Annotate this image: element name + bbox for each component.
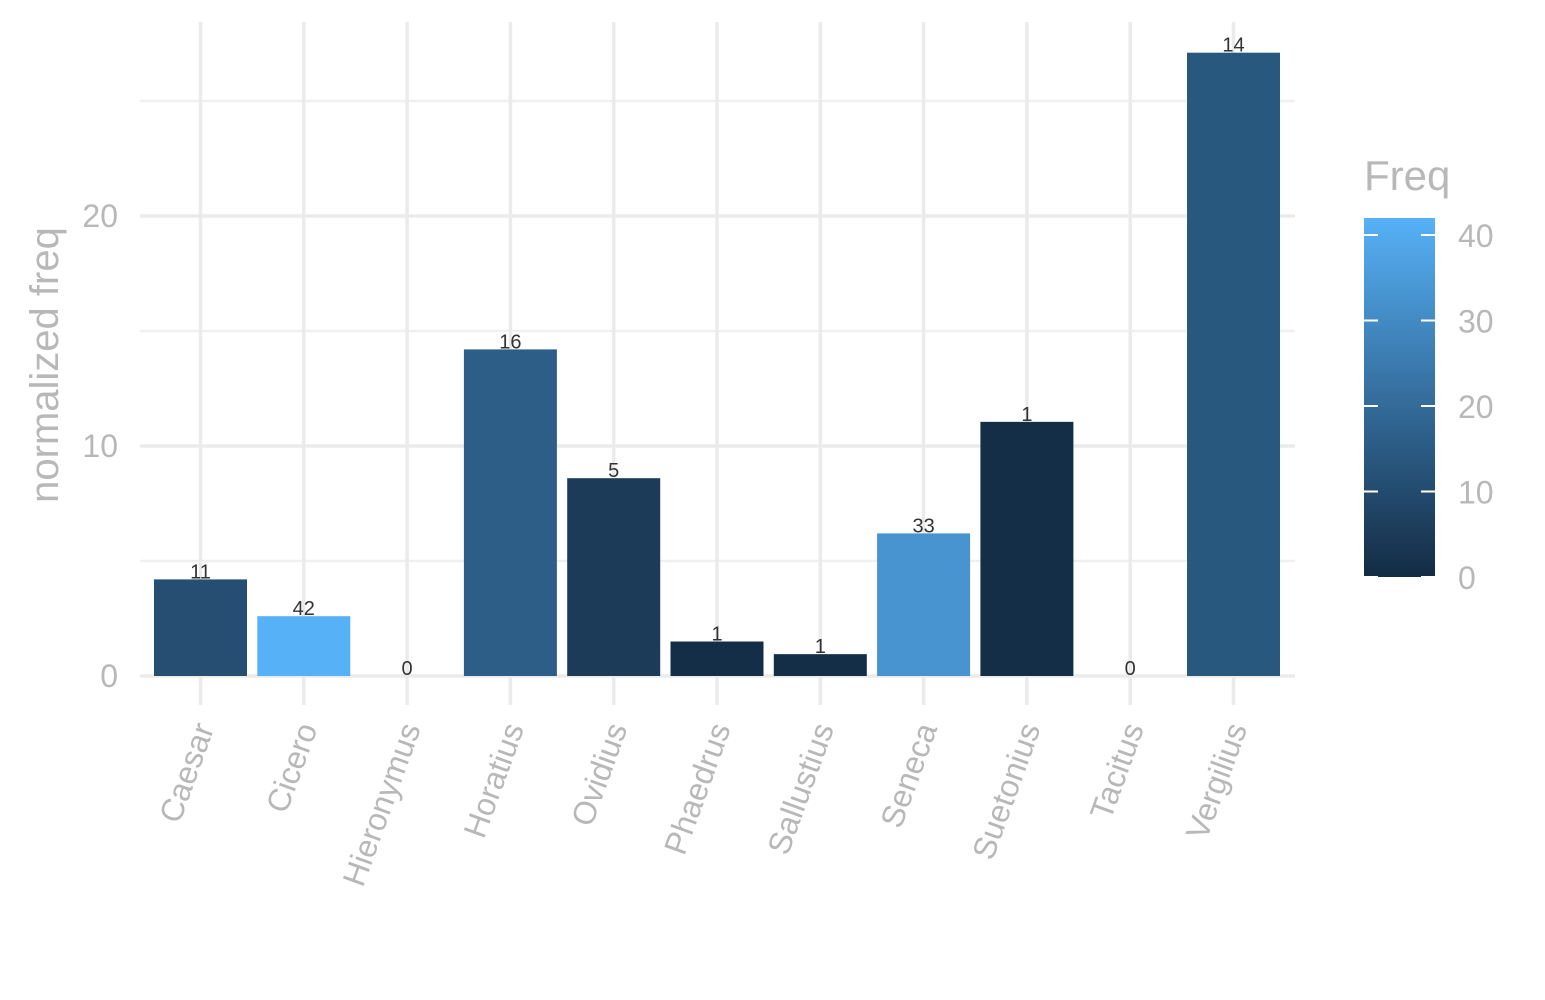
bars [154, 52, 1280, 676]
bar-label-horatius: 16 [499, 331, 521, 353]
x-axis-ticks: Caesar Cicero Hieronymus Horatius Ovidius Pha… [152, 680, 1254, 891]
bar-label-caesar: 11 [190, 561, 211, 583]
legend-tick-label: 40 [1458, 218, 1494, 254]
bar-vergilius [1187, 52, 1280, 676]
legend-tick-label: 0 [1458, 560, 1476, 596]
bar-label-vergilius: 14 [1222, 35, 1244, 57]
x-tick-label-suetonius: Suetonius [965, 718, 1048, 864]
x-tick-label-seneca: Seneca [873, 718, 944, 832]
x-tick-label-cicero: Cicero [259, 718, 324, 817]
x-tick-label-horatius: Horatius [456, 718, 531, 842]
bar-label-phaedrus: 1 [711, 624, 722, 646]
bar-label-seneca: 33 [912, 515, 934, 537]
y-tick-label: 20 [82, 198, 118, 234]
bar-caesar [154, 579, 247, 676]
bar-label-suetonius: 1 [1021, 404, 1032, 426]
x-tick-label-ovidius: Ovidius [564, 718, 634, 831]
bar-phaedrus [670, 641, 764, 676]
bar-cicero [257, 616, 351, 676]
legend-tick-label: 30 [1458, 304, 1494, 340]
bar-seneca [877, 533, 971, 676]
x-tick-label-caesar: Caesar [152, 718, 221, 828]
x-tick-label-hieronymus: Hieronymus [335, 718, 427, 891]
bar-horatius [463, 349, 557, 676]
bar-label-hieronymus: 0 [402, 658, 413, 680]
legend-title: Freq [1364, 152, 1450, 199]
bar-label-ovidius: 5 [608, 460, 619, 482]
y-axis-label: normalized freq [23, 227, 67, 503]
bar-suetonius [980, 421, 1074, 676]
bar-sallustius [773, 654, 867, 676]
bar-label-cicero: 42 [293, 598, 315, 620]
y-tick-label: 10 [82, 428, 118, 464]
y-tick-label: 0 [100, 658, 118, 694]
bar-label-sallustius: 1 [815, 636, 826, 658]
legend-tick-label: 10 [1458, 475, 1494, 511]
x-tick-label-tacitus: Tacitus [1083, 718, 1151, 824]
x-tick-label-sallustius: Sallustius [760, 718, 841, 859]
y-axis-ticks: 0 10 20 [82, 198, 118, 694]
x-tick-label-vergilius: Vergilius [1179, 718, 1254, 844]
legend-tick-label: 20 [1458, 389, 1494, 425]
legend: Freq 0 10 20 30 40 [1364, 152, 1494, 596]
bar-ovidius [567, 478, 661, 676]
bar-label-tacitus: 0 [1125, 658, 1136, 680]
x-tick-label-phaedrus: Phaedrus [657, 718, 738, 859]
legend-colorbar [1364, 218, 1435, 577]
